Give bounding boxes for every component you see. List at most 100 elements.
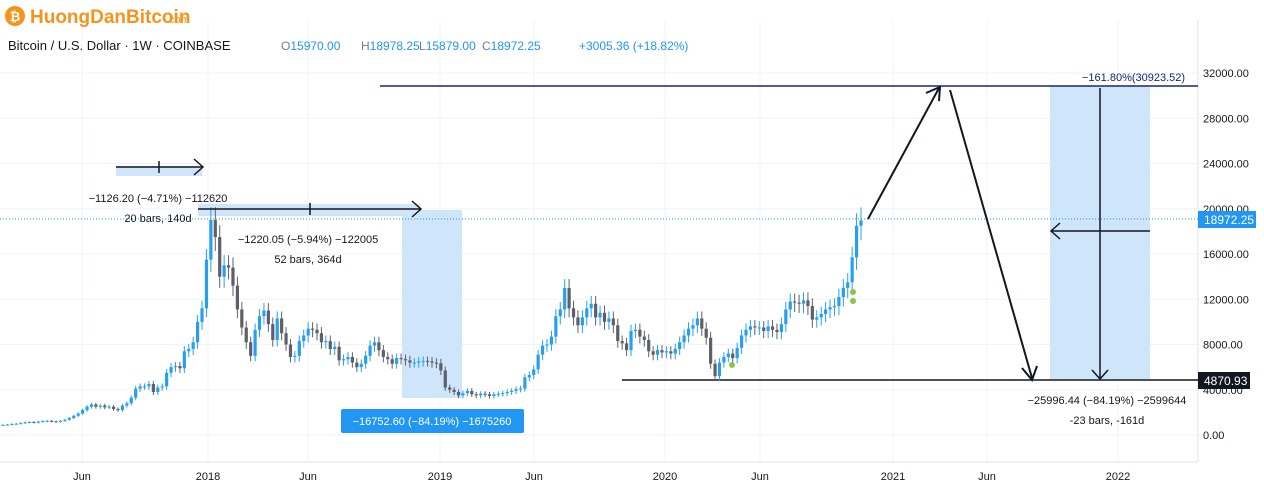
candle-body [704,328,708,338]
candle-body [775,329,779,333]
candle-body [350,356,354,363]
candle-body [333,346,337,350]
candle-body [125,403,129,406]
measure-1-line1: −1126.20 (−4.71%) −112620 [89,193,228,205]
candle-body [355,362,359,368]
time-tick-label: Jun [73,471,91,483]
candle-body [483,393,487,395]
candle-body [134,388,138,398]
candle-body [368,345,372,356]
fib-label: −161.80%(30923.52) [1082,72,1185,84]
candle-body [832,306,837,308]
candle-body [815,317,819,320]
candle-body [554,316,558,337]
candle-body [151,384,155,393]
measure-arrow-projection [1049,88,1150,381]
measure-arrow-2 [198,200,423,218]
candle-body [412,362,416,364]
candle-body [611,318,615,326]
candle-body [156,387,160,393]
range-box-2018 [402,210,462,398]
candle-body [107,406,111,408]
candle-body [226,265,231,268]
price-tick-label: 32000.00 [1203,68,1249,80]
candle-body [651,351,655,355]
candle-body [346,356,350,360]
candle-body [41,421,45,423]
time-tick-label: Jun [525,471,543,483]
candle-body [399,358,403,360]
candle-body [240,309,244,328]
candle-body [527,375,531,378]
measure-1-line2: 20 bars, 140d [124,213,191,225]
price-tick-label: 0.00 [1203,430,1224,442]
measure-bar-2 [198,204,420,216]
candle-body [54,421,58,423]
candle-body [801,300,806,304]
candle-body [280,318,284,334]
candle-body [284,333,288,345]
candle-body [421,360,425,362]
candle-body [607,318,611,322]
candle-body [501,393,505,395]
price-tick-label: 16000.00 [1203,249,1249,261]
candle-body [72,415,76,419]
candle-body [275,318,279,340]
candle-body [859,220,863,226]
candle-body [103,405,107,408]
candle-body [324,341,328,343]
candle-body [142,386,147,388]
candle-body [678,342,682,350]
candle-body [510,390,514,393]
measure-4-line2: -23 bars, -161d [1070,415,1145,427]
time-axis[interactable]: Jun 2018 Jun 2019 Jun 2020 Jun 2021 Jun 2022 [73,471,1130,483]
candle-body [262,310,266,317]
candle-body [731,353,735,359]
candle-body [669,351,673,354]
candle-body [173,365,178,368]
candle-body [129,397,133,404]
candle-body [10,423,14,425]
candle-body [589,303,593,309]
candle-body [417,361,421,363]
candle-body [293,355,297,357]
candle-body [372,342,377,346]
candle-body [120,405,125,411]
candle-body [850,257,854,283]
candle-body [94,404,98,407]
candle-body [178,365,182,369]
candle-body [664,351,669,353]
candle-body [470,390,474,395]
time-tick-label: 2018 [196,471,220,483]
candle-body [793,301,797,303]
candle-body [182,351,186,369]
candle-body [253,329,257,356]
candle-body [580,317,584,326]
candle-body [58,420,63,422]
candle-body [576,317,580,326]
projection-path [867,85,1038,382]
candle-body [744,329,748,336]
candle-body [784,309,788,325]
candle-body [717,362,722,377]
candle-body [465,390,469,394]
candle-body [147,384,151,387]
candle-body [598,312,602,318]
measure-2-line2: 52 bars, 364d [274,254,341,266]
candle-body [328,341,332,350]
watermark-logo: ₿ HuongDanBitcoin .com [5,6,190,28]
candle-body [63,419,67,421]
candle-body [660,350,664,353]
candle-body [762,327,766,331]
candle-body [624,343,629,351]
candle-body [846,282,850,288]
svg-text:.com: .com [166,14,190,26]
ohlc-readout: O15970.00 H18978.25 L15879.00 C18972.25 … [281,39,688,53]
candle-body [222,265,226,277]
price-axis[interactable]: 32000.0028000.0024000.0020000.0016000.00… [1203,68,1249,442]
candle-body [797,302,801,304]
candle-body [381,350,385,357]
measure-arrow-1 [116,158,205,176]
candle-body [319,333,324,343]
